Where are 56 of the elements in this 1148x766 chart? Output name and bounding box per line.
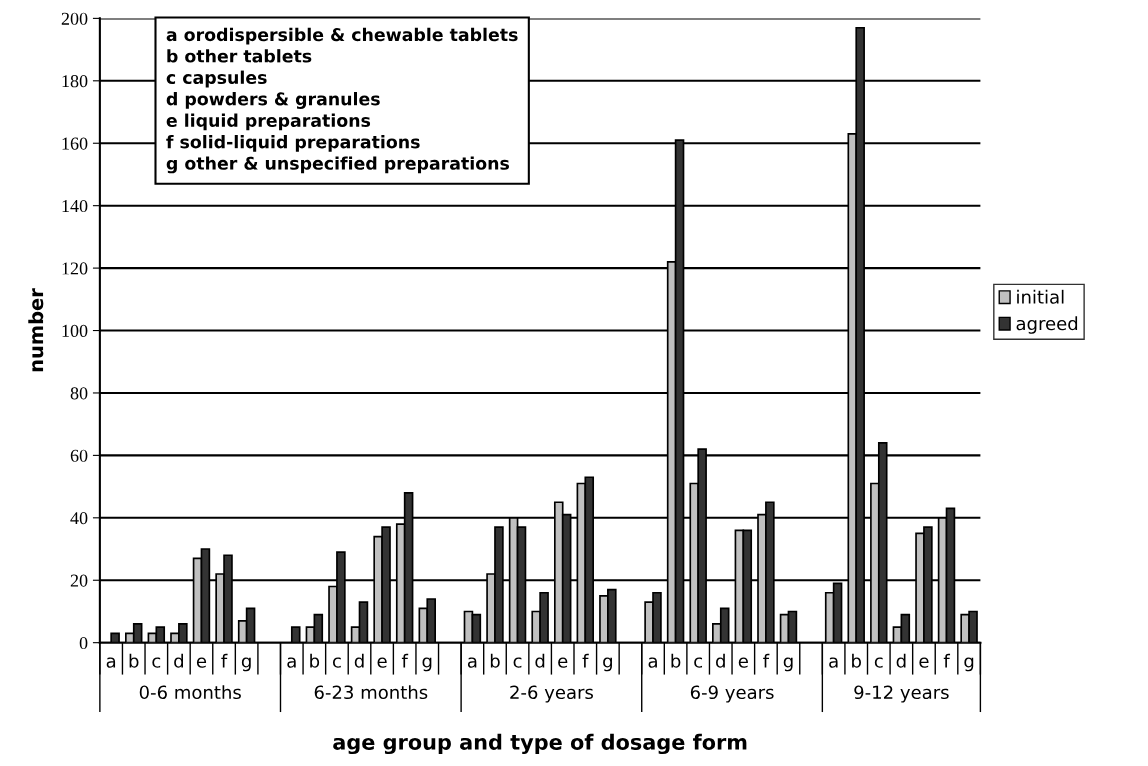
- y-tick-label: 0: [79, 636, 88, 650]
- x-tick-label: e: [738, 657, 748, 668]
- x-tick-label: c: [332, 657, 341, 668]
- x-tick-label: f: [582, 653, 589, 668]
- x-tick-label: c: [874, 657, 883, 668]
- text: 0-6 months: [139, 685, 241, 700]
- x-tick-label: f: [221, 653, 228, 668]
- x-tick-label: b: [129, 653, 139, 668]
- x-tick-label: d: [174, 653, 183, 668]
- x-axis-title: age group and type of dosage form: [333, 733, 747, 755]
- x-tick-label: f: [401, 653, 409, 668]
- x-tick-label: g: [422, 657, 432, 672]
- text: 6-9 years: [690, 685, 774, 703]
- y-tick-label: 20: [70, 574, 88, 587]
- x-tick-label: d: [535, 653, 545, 668]
- x-tick-label: g: [241, 657, 251, 672]
- y-tick-label: 80: [70, 387, 88, 400]
- x-tick-label: a: [467, 657, 477, 668]
- y-tick-label: 40: [70, 512, 88, 525]
- x-tick-label: c: [513, 657, 522, 668]
- x-tick-label: e: [377, 657, 387, 668]
- x-tick-label: d: [354, 653, 364, 668]
- x-tick-label: g: [783, 657, 793, 672]
- x-tick-label: a: [287, 657, 296, 668]
- x-tick-label: e: [919, 657, 929, 668]
- x-tick-label: d: [716, 653, 725, 668]
- y-axis-title: number: [28, 288, 44, 372]
- x-tick-label: f: [943, 653, 951, 668]
- x-tick-label: b: [310, 653, 320, 668]
- annotation: a orodispersible & chewable tablets b other tablets c capsules d powders & granules e liquid preparations f solid-liquid preparations g other & unspecified preparations: [166, 27, 518, 174]
- legend-label: initial: [1017, 289, 1064, 304]
- legend-label: agreed: [1016, 316, 1078, 334]
- x-tick-label: c: [152, 657, 161, 668]
- x-tick-label: b: [490, 653, 500, 668]
- x-tick-label: f: [763, 653, 770, 668]
- text: 6-23 months: [314, 685, 428, 700]
- x-tick-label: b: [852, 653, 861, 668]
- x-tick-label: a: [829, 657, 838, 668]
- y-tick-label: 180: [62, 75, 88, 88]
- x-tick-label: b: [671, 653, 681, 668]
- y-tick-label: 120: [62, 262, 88, 275]
- x-tick-label: c: [694, 657, 703, 668]
- x-tick-label: g: [964, 657, 974, 672]
- y-tick-label: 140: [62, 199, 88, 213]
- x-tick-label: e: [196, 657, 207, 668]
- x-tick-label: a: [106, 657, 116, 668]
- x-tick-label: a: [648, 657, 657, 668]
- y-tick-label: 60: [70, 449, 88, 462]
- text: 2-6 years: [510, 685, 593, 703]
- x-tick-label: e: [558, 657, 568, 668]
- x-tick-label: d: [896, 653, 906, 668]
- text: 9-12 years: [854, 685, 949, 703]
- y-tick-label: 200: [61, 12, 88, 25]
- x-tick-label: g: [603, 657, 612, 672]
- y-tick-label: 160: [62, 137, 88, 150]
- y-tick-label: 100: [62, 324, 88, 337]
